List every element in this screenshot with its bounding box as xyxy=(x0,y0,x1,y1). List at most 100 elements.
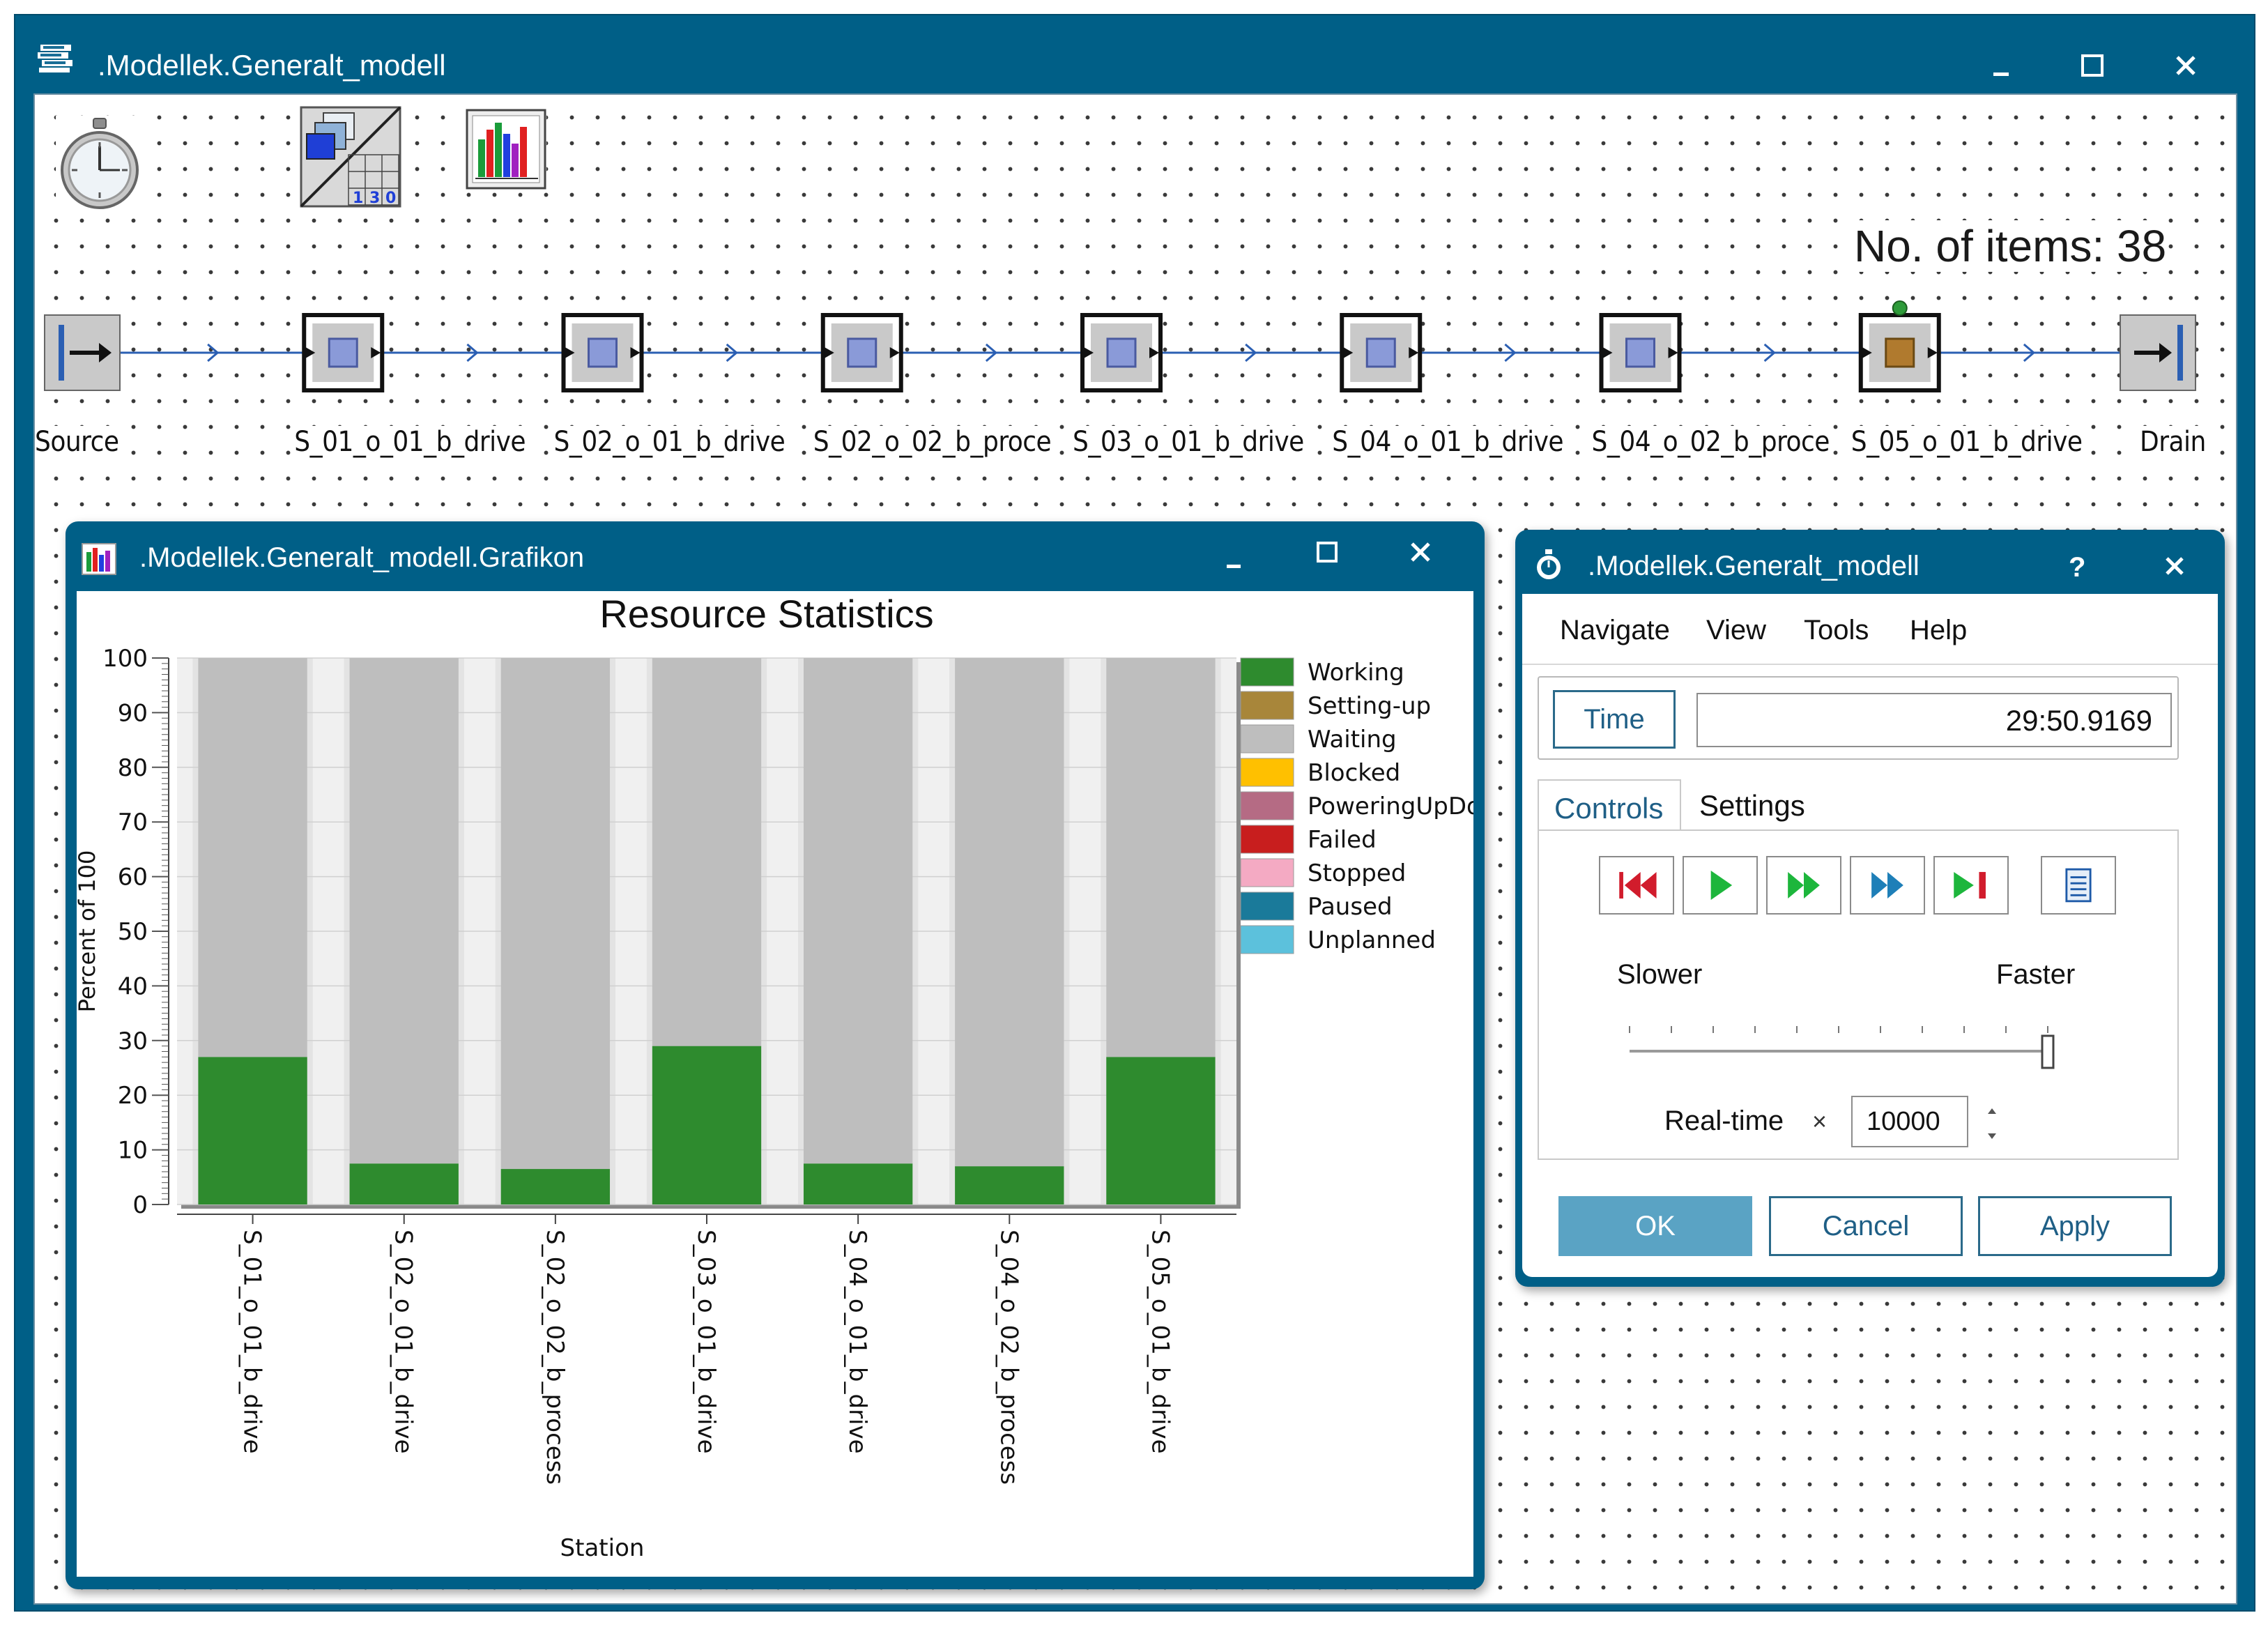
y-tick-label: 50 xyxy=(118,918,148,946)
bar-segment-working xyxy=(349,1163,459,1204)
tab-controls[interactable]: Controls xyxy=(1538,779,1681,831)
step-forward-button[interactable] xyxy=(1850,856,1925,915)
bar-segment-working xyxy=(500,1169,611,1204)
chart-window: .Modellek.Generalt_modell.Grafikon Resou… xyxy=(66,521,1485,1589)
menu-help[interactable]: Help xyxy=(1910,615,1968,645)
help-button[interactable]: ? xyxy=(2069,552,2086,583)
station-icon-5[interactable] xyxy=(1340,313,1423,392)
reset-button[interactable] xyxy=(1599,856,1674,915)
bar-segment-waiting xyxy=(198,658,307,1057)
fast-forward-button[interactable] xyxy=(1766,856,1841,915)
play-icon xyxy=(1710,871,1733,900)
speed-slider[interactable] xyxy=(1609,1012,2083,1082)
x-tick-label: S_04_o_02_b_process xyxy=(995,1230,1022,1485)
menu-separator xyxy=(1522,664,2218,665)
legend-swatch xyxy=(1240,758,1294,787)
x-axis-label: Station xyxy=(560,1534,645,1562)
close-icon[interactable] xyxy=(2172,52,2200,79)
menu-view[interactable]: View xyxy=(1706,615,1766,645)
station-icon-2[interactable] xyxy=(561,313,644,392)
realtime-multiplier-sign: × xyxy=(1812,1107,1828,1135)
bar-segment-working xyxy=(652,1046,762,1204)
legend-label: Unplanned xyxy=(1308,926,1436,954)
list-button[interactable] xyxy=(2041,856,2116,915)
menu-navigate[interactable]: Navigate xyxy=(1560,615,1670,645)
legend-swatch xyxy=(1240,858,1294,887)
maximize-icon[interactable] xyxy=(2078,52,2106,79)
y-tick-label: 20 xyxy=(118,1082,148,1110)
y-tick-label: 100 xyxy=(102,645,148,673)
y-tick-label: 90 xyxy=(118,699,148,727)
y-tick-label: 0 xyxy=(132,1191,148,1219)
station-icon-8[interactable] xyxy=(2120,314,2196,391)
x-tick-label: S_01_o_01_b_drive xyxy=(238,1230,266,1454)
station-icon-3[interactable] xyxy=(820,313,903,392)
material-flow xyxy=(44,300,2196,392)
resource-statistics-chart: Resource Statistics 0 10 20 30 40 50 60 70 80 90 10… xyxy=(77,592,1473,1562)
start-button[interactable] xyxy=(1683,856,1758,915)
apply-button[interactable]: Apply xyxy=(1978,1196,2172,1256)
main-titlebar[interactable]: .Modellek.Generalt_modell xyxy=(15,15,2254,92)
station-label: S_03_o_01_b_drive xyxy=(1073,426,1304,458)
station-label: S_01_o_01_b_drive xyxy=(294,426,526,458)
legend-label: Failed xyxy=(1308,826,1377,854)
stopwatch-icon xyxy=(1537,549,1561,579)
stop-at-icon xyxy=(1954,871,1986,899)
time-display: 29:50.9169 xyxy=(1696,693,2172,747)
maximize-icon[interactable] xyxy=(1313,538,1341,566)
minimize-icon[interactable] xyxy=(1988,52,2016,79)
bar-segment-waiting xyxy=(652,658,762,1046)
dialog-title: .Modellek.Generalt_modell xyxy=(1588,551,1920,581)
items-count-display: No. of items: 38 xyxy=(1854,220,2167,272)
svg-text:1: 1 xyxy=(353,190,363,207)
bar-segment-waiting xyxy=(803,658,913,1164)
cancel-button[interactable]: Cancel xyxy=(1769,1196,1963,1256)
station-icon-7[interactable] xyxy=(1858,300,1941,392)
bar-segment-working xyxy=(803,1163,913,1204)
window-title: .Modellek.Generalt_modell xyxy=(98,49,446,82)
legend-swatch xyxy=(1240,892,1294,921)
model-frame-icon xyxy=(38,45,72,72)
y-tick-label: 70 xyxy=(118,809,148,836)
menu-tools[interactable]: Tools xyxy=(1804,615,1869,645)
minimize-icon[interactable] xyxy=(1220,545,1248,573)
fast-forward-icon xyxy=(1788,871,1820,899)
station-icon-1[interactable] xyxy=(302,313,385,392)
dialog-body: Navigate View Tools Help Time 29:50.9169… xyxy=(1522,594,2218,1277)
bar-segment-working xyxy=(1106,1057,1216,1204)
station-icon-4[interactable] xyxy=(1080,313,1163,392)
station-icon-0[interactable] xyxy=(44,314,121,391)
y-axis-label: Percent of 100 xyxy=(77,850,100,1013)
event-controller-stopwatch-icon[interactable] xyxy=(56,116,144,211)
chart-object-icon[interactable] xyxy=(466,109,546,190)
spin-up-icon[interactable] xyxy=(1982,1101,2002,1121)
spin-down-icon[interactable] xyxy=(1982,1126,2002,1146)
legend-swatch xyxy=(1240,791,1294,820)
y-tick-label: 80 xyxy=(118,754,148,782)
connector-arrow-icon xyxy=(726,343,738,362)
connector-arrow-icon xyxy=(2023,343,2036,362)
legend-label: Blocked xyxy=(1308,759,1400,787)
chart-title: Resource Statistics xyxy=(599,592,933,636)
time-button[interactable]: Time xyxy=(1553,690,1676,749)
station-label: S_02_o_01_b_drive xyxy=(553,426,786,458)
bar-segment-waiting xyxy=(349,658,459,1164)
tab-settings[interactable]: Settings xyxy=(1699,789,1805,822)
station-label: S_04_o_01_b_drive xyxy=(1332,426,1564,458)
ok-button[interactable]: OK xyxy=(1558,1196,1752,1256)
legend-label: PoweringUpDown xyxy=(1308,793,1473,820)
close-icon[interactable] xyxy=(2161,552,2189,580)
slider-handle[interactable] xyxy=(2041,1034,2055,1069)
close-icon[interactable] xyxy=(1407,538,1434,566)
station-label: S_04_o_02_b_proce xyxy=(1591,426,1830,458)
station-label: Drain xyxy=(2140,426,2206,458)
stop-button[interactable] xyxy=(1933,856,2009,915)
y-tick-label: 10 xyxy=(118,1137,148,1165)
time-group: Time 29:50.9169 xyxy=(1538,676,2179,760)
realtime-factor-input[interactable]: 10000 xyxy=(1851,1096,1968,1147)
list-icon xyxy=(2065,868,2092,903)
controls-panel: Slower Faster Real-time × 10000 xyxy=(1538,829,2179,1160)
legend-label: Waiting xyxy=(1308,726,1397,754)
station-icon-6[interactable] xyxy=(1599,313,1682,392)
